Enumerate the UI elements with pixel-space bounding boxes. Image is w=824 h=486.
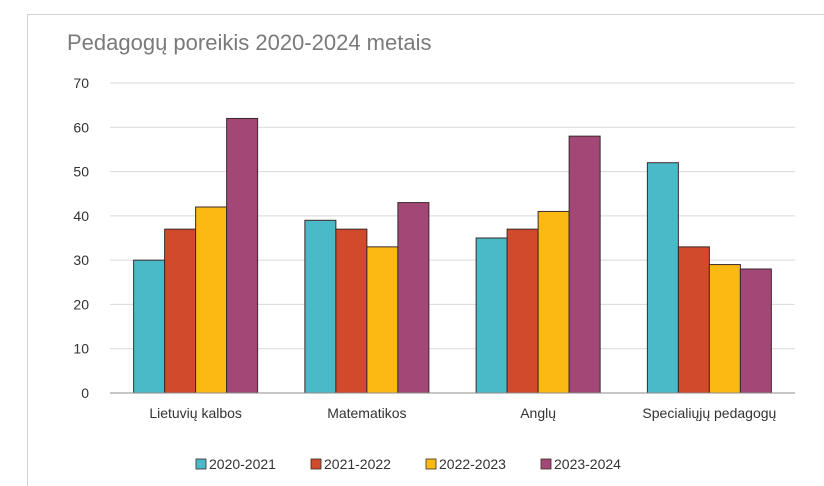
y-tick-label: 40 xyxy=(73,208,89,224)
bar xyxy=(677,246,710,394)
bars xyxy=(133,117,772,394)
y-tick-label: 70 xyxy=(73,75,89,91)
bar xyxy=(335,228,368,394)
bar xyxy=(164,228,197,394)
bar xyxy=(506,228,539,394)
chart-frame xyxy=(27,14,824,486)
y-tick-label: 60 xyxy=(73,119,89,135)
bar xyxy=(568,135,601,394)
chart-title: Pedagogų poreikis 2020-2024 metais xyxy=(67,30,432,55)
bar xyxy=(195,206,228,394)
legend: 2020-2021 2021-2022 2022-2023 2023-2024 xyxy=(195,456,621,472)
legend-label: 2021-2022 xyxy=(324,456,391,472)
legend-swatch xyxy=(195,458,207,470)
y-tick-label: 10 xyxy=(73,341,89,357)
bar xyxy=(304,219,337,394)
bar xyxy=(133,259,166,394)
bar xyxy=(646,162,679,394)
legend-swatch xyxy=(425,458,437,470)
bar xyxy=(366,246,399,394)
bar xyxy=(475,237,508,394)
y-tick-label: 20 xyxy=(73,296,89,312)
bar xyxy=(708,264,741,394)
bar xyxy=(397,202,430,394)
legend-label: 2020-2021 xyxy=(209,456,276,472)
bar xyxy=(226,117,259,394)
bar xyxy=(739,268,772,394)
bar xyxy=(537,210,570,394)
x-axis: Lietuvių kalbos Matematikos Anglų Specialių… xyxy=(110,392,795,421)
y-tick-label: 50 xyxy=(73,164,89,180)
x-tick-label: Specialiųjų pedagogų xyxy=(642,405,776,421)
y-tick-label: 0 xyxy=(81,385,89,401)
legend-label: 2023-2024 xyxy=(554,456,621,472)
x-tick-label: Matematikos xyxy=(327,405,406,421)
legend-swatch xyxy=(310,458,322,470)
legend-label: 2022-2023 xyxy=(439,456,506,472)
y-tick-label: 30 xyxy=(73,252,89,268)
x-tick-label: Anglų xyxy=(520,405,556,421)
legend-swatch xyxy=(540,458,552,470)
x-tick-label: Lietuvių kalbos xyxy=(149,405,242,421)
y-axis: 0 10 20 30 40 50 60 70 xyxy=(73,75,89,401)
